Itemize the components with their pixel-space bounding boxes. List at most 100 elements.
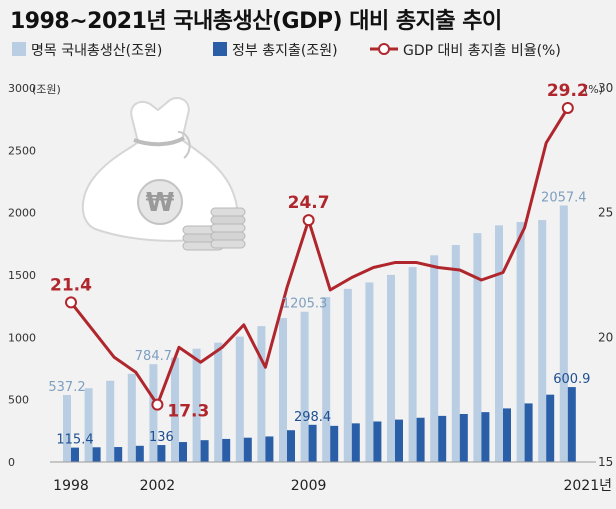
left-tick-label: 0 [8,456,15,469]
gdp-bar [559,205,568,462]
gdp-value-label: 2057.4 [541,191,587,206]
legend: 명목 국내총생산(조원) 정부 총지출(조원) GDP 대비 총지출 비율(%) [12,42,561,59]
left-tick-label: 2000 [8,207,36,220]
ratio-value-label: 17.3 [167,402,209,422]
left-tick-label: 3000 [8,82,36,95]
gdp-bar [365,282,374,462]
right-axis-unit: (%) [584,83,603,96]
ratio-marker [302,214,315,227]
ratio-line [69,107,570,407]
gdp-bar [495,225,503,462]
legend-label-ratio: GDP 대비 총지출 비율(%) [403,43,561,59]
right-tick-label: 25 [598,206,613,220]
gdp-bar [106,380,115,462]
spending-bar [438,415,447,462]
spending-bar [222,438,231,462]
spending-bar [135,445,144,462]
ratio-marker [561,101,574,114]
gdp-bar [473,233,482,462]
legend-swatch-gdp [12,42,26,56]
spending-bar [373,421,382,462]
x-axis: 1998 2002 2009 2021년 [53,478,612,494]
spending-bar [287,430,295,462]
gdp-bar [516,222,525,462]
spending-bar [308,424,317,462]
spending-bar [351,423,360,462]
gdp-bar [63,395,71,462]
spending-bar [395,419,403,462]
gdp-bar [451,244,460,462]
spending-bar [416,417,425,462]
gdp-value-label: 1205.3 [282,297,328,312]
gdp-bar [408,267,417,462]
spending-value-label: 115.4 [56,433,93,448]
spending-value-label: 298.4 [294,410,331,425]
left-axis: 0 500 1000 1500 2000 2500 3000 [8,82,36,469]
bars [63,205,576,462]
left-tick-label: 1000 [8,331,36,344]
x-tick-label: 2021년 [563,478,612,494]
ratio-marker [151,398,164,411]
ratio-value-label: 21.4 [50,275,92,295]
won-symbol-icon: ₩ [146,188,175,218]
gdp-bar [387,274,395,462]
ratio-line-path [69,107,570,407]
ratio-value-label: 24.7 [288,193,330,213]
gdp-bar [300,311,309,462]
spending-bar [459,414,468,462]
left-tick-label: 2500 [8,144,36,157]
gdp-bar [538,220,547,462]
x-tick-label: 2009 [291,478,327,494]
spending-bar [330,425,339,462]
spending-bar [179,442,187,462]
gdp-bar [84,388,93,462]
legend-label-spending: 정부 총지출(조원) [232,43,338,59]
spending-bar [503,408,511,462]
right-axis: 15 20 25 30 [598,81,613,469]
coin-stack-icon [182,207,246,251]
gdp-bar [235,336,244,462]
left-tick-label: 1500 [8,269,36,282]
right-tick-label: 30 [598,81,613,95]
money-bag-icon: ₩ [81,96,246,251]
spending-bar [114,447,123,462]
gdp-bar [343,288,352,462]
spending-bar [200,440,209,462]
legend-label-gdp: 명목 국내총생산(조원) [31,43,162,59]
gdp-bar [322,297,331,462]
gdp-bar [257,326,266,462]
legend-marker-ratio [378,43,390,55]
spending-bar [157,445,166,462]
gdp-value-label: 537.2 [48,380,85,395]
spending-bar [546,394,555,462]
gdp-bar [149,364,158,462]
spending-bar [265,436,274,462]
right-tick-label: 15 [598,455,613,469]
gdp-bar [171,357,179,462]
x-tick-label: 1998 [53,478,89,494]
spending-bar [481,412,490,462]
spending-bar [92,447,101,462]
value-labels: 21.4 17.3 24.7 29.2 537.2 784.7 1205.3 2057.4 11… [48,81,590,448]
left-tick-label: 500 [8,394,29,407]
gdp-bar [192,348,201,462]
spending-bar [524,403,533,462]
gdp-bar [279,318,287,462]
x-tick-label: 2002 [140,478,176,494]
chart-title: 1998~2021년 국내총생산(GDP) 대비 총지출 추이 [10,9,502,34]
gdp-bar [214,342,223,462]
spending-bar [243,437,252,462]
right-tick-label: 20 [598,330,613,344]
spending-value-label: 600.9 [553,372,590,387]
spending-bar [71,447,79,462]
ratio-marker [65,296,77,309]
gdp-value-label: 784.7 [135,349,172,364]
legend-swatch-spending [213,42,227,56]
spending-value-label: 136 [149,430,174,445]
spending-bar [567,387,576,462]
gdp-bar [430,255,439,462]
gdp-bar [127,373,136,462]
left-axis-unit: (조원) [32,83,61,96]
